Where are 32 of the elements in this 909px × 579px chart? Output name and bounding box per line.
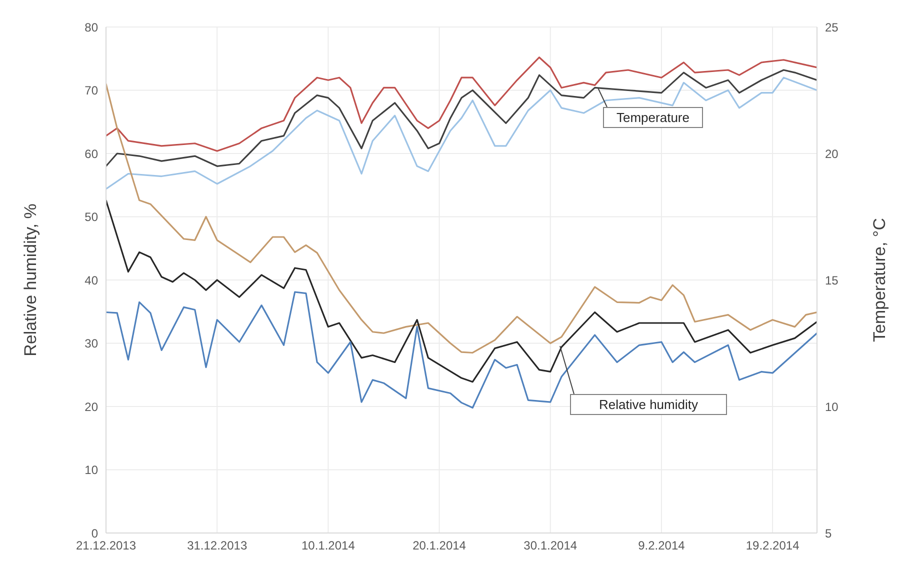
x-tick-label: 30.1.2014 <box>524 538 578 553</box>
x-tick-label: 21.12.2013 <box>76 538 136 553</box>
y-tick-label: 10 <box>84 463 98 478</box>
y-tick-label: 80 <box>84 20 98 34</box>
y-tick-label: 60 <box>84 146 98 161</box>
y2-tick-label: 10 <box>825 400 839 414</box>
line-series <box>106 200 817 383</box>
line-series <box>106 83 817 354</box>
y2-tick-label: 5 <box>825 526 832 540</box>
y-tick-label: 30 <box>84 336 98 351</box>
x-tick-label: 9.2.2014 <box>638 538 686 553</box>
y2-tick-label: 20 <box>825 146 839 161</box>
y-tick-label: 20 <box>84 400 98 414</box>
line-series <box>106 76 817 190</box>
x-tick-label: 31.12.2013 <box>187 538 248 553</box>
x-tick-label: 20.1.2014 <box>412 538 466 553</box>
callout-box: Temperature <box>597 87 703 130</box>
annotation: Relative humidity <box>570 394 727 415</box>
y2-axis-title: Temperature, °C <box>870 218 890 342</box>
callout-box: Relative humidity <box>559 345 727 417</box>
y-tick-label: 50 <box>84 210 98 224</box>
y2-tick-label: 25 <box>825 20 839 34</box>
annotation: Temperature <box>603 107 703 128</box>
y-tick-label: 70 <box>84 84 98 98</box>
y-axis-title: Relative humidity, % <box>21 204 40 356</box>
y-tick-label: 40 <box>84 273 98 288</box>
y2-tick-label: 15 <box>825 273 839 288</box>
line-series <box>106 69 817 167</box>
y-tick-label: 0 <box>91 526 98 540</box>
x-tick-label: 10.1.2014 <box>301 538 356 553</box>
line-series <box>106 56 817 152</box>
x-tick-label: 19.2.2014 <box>746 538 800 553</box>
